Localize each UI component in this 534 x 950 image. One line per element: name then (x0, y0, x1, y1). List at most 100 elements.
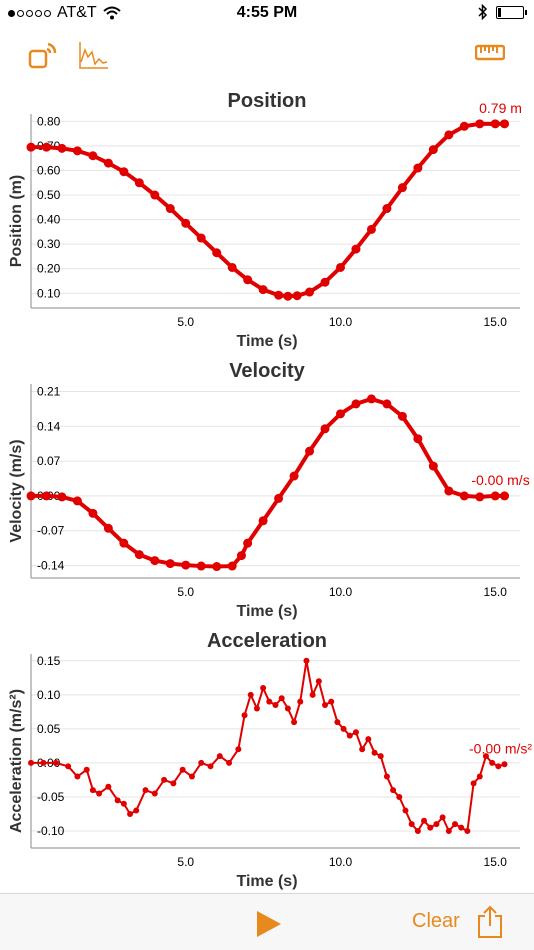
data-point (150, 190, 160, 200)
data-point (490, 491, 500, 501)
x-tick-label: 15.0 (484, 315, 508, 329)
data-point (105, 783, 112, 790)
x-tick-label: 5.0 (177, 315, 194, 329)
data-point (134, 178, 144, 188)
data-point (428, 461, 438, 471)
y-tick-label: -0.07 (37, 524, 65, 538)
data-point (89, 787, 96, 794)
data-point (482, 753, 489, 760)
data-point (351, 399, 361, 409)
share-icon[interactable] (476, 904, 504, 940)
data-point (134, 550, 144, 560)
data-point (495, 763, 502, 770)
status-right (478, 4, 527, 20)
data-point (320, 424, 330, 434)
data-point (297, 698, 304, 705)
data-point (40, 759, 47, 766)
data-point (439, 814, 446, 821)
carrier-name: AT&T (57, 4, 97, 21)
data-point (212, 248, 222, 258)
graph-icon[interactable] (78, 40, 110, 70)
data-point (247, 691, 254, 698)
data-point (151, 790, 158, 797)
data-point (352, 729, 359, 736)
data-point (397, 183, 407, 193)
y-tick-label: 0.21 (37, 384, 61, 398)
data-point (464, 827, 471, 834)
data-point (278, 695, 285, 702)
velocity-chart: Velocity -0.14-0.070.000.070.140.215.010… (8, 360, 530, 620)
y-tick-label: 0.40 (37, 213, 61, 227)
data-point (88, 151, 98, 161)
y-axis-label: Acceleration (m/s²) (8, 689, 25, 833)
y-tick-label: -0.05 (37, 790, 65, 804)
data-point (428, 145, 438, 155)
data-point (226, 759, 233, 766)
data-point (181, 560, 191, 570)
position-plot-area: 0.100.200.300.400.500.600.700.805.010.01… (26, 100, 522, 329)
data-point (359, 746, 366, 753)
ruler-icon[interactable] (475, 44, 505, 62)
data-point (489, 759, 496, 766)
data-point (181, 218, 191, 228)
data-point (258, 516, 268, 526)
data-point (243, 275, 253, 285)
data-point (452, 821, 459, 828)
y-tick-label: 0.20 (37, 262, 61, 276)
sensor-connect-icon[interactable] (28, 40, 58, 70)
data-point (421, 817, 428, 824)
x-axis-label: Time (s) (236, 603, 297, 620)
y-tick-label: 0.10 (37, 688, 61, 702)
data-point (28, 759, 34, 766)
data-point (212, 562, 222, 572)
data-point (351, 244, 361, 254)
data-point (427, 824, 434, 831)
data-point (291, 719, 298, 726)
data-point (196, 233, 206, 243)
data-point (52, 759, 59, 766)
y-tick-label: 0.60 (37, 163, 61, 177)
x-tick-label: 10.0 (329, 855, 353, 869)
last-value-label: 0.79 m (479, 100, 522, 116)
data-point (74, 773, 81, 780)
chart-title: Acceleration (207, 630, 327, 652)
y-tick-label: 0.07 (37, 454, 61, 468)
data-point (236, 551, 246, 561)
data-point (207, 763, 214, 770)
data-point (475, 119, 485, 129)
data-point (26, 491, 36, 501)
y-axis-label: Position (m) (8, 175, 25, 267)
clear-button[interactable]: Clear (412, 910, 460, 932)
status-bar: AT&T 4:55 PM (0, 0, 534, 28)
data-point (133, 807, 140, 814)
y-tick-label: 0.05 (37, 722, 61, 736)
last-value-label: -0.00 m/s (471, 472, 529, 488)
y-tick-label: 0.30 (37, 237, 61, 251)
play-icon[interactable] (254, 909, 284, 939)
status-left: AT&T (8, 4, 121, 22)
data-point (179, 766, 186, 773)
data-point (235, 746, 242, 753)
data-point (305, 446, 315, 456)
data-point (292, 291, 302, 301)
bottom-toolbar: Clear (0, 893, 534, 950)
x-tick-label: 10.0 (329, 315, 353, 329)
data-point (470, 780, 477, 787)
data-point (127, 810, 134, 817)
data-point (433, 821, 440, 828)
battery-icon (496, 5, 527, 19)
data-point (253, 705, 260, 712)
data-point (366, 394, 376, 404)
data-point (57, 143, 67, 153)
data-point (365, 736, 372, 743)
data-point (258, 285, 268, 295)
data-point (334, 719, 341, 726)
series-line (29, 396, 507, 569)
data-point (83, 766, 90, 773)
data-point (340, 725, 347, 732)
x-tick-label: 5.0 (177, 585, 194, 599)
data-point (170, 780, 177, 787)
x-tick-label: 10.0 (329, 585, 353, 599)
data-point (198, 759, 205, 766)
data-point (402, 807, 409, 814)
